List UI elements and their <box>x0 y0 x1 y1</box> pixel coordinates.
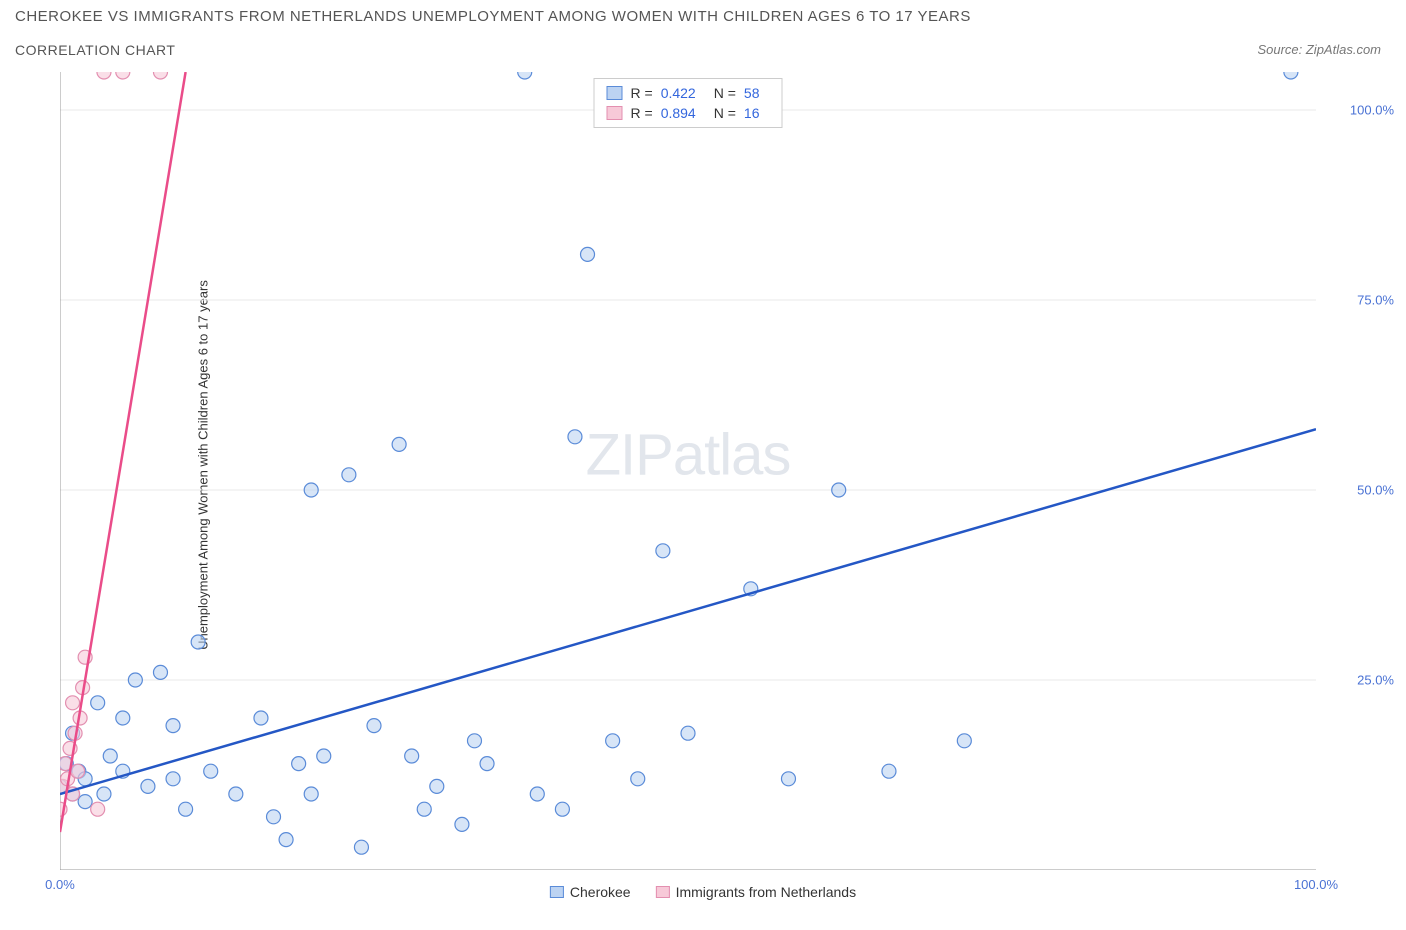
series-swatch-icon <box>607 86 623 100</box>
legend-stats: R = 0.422 N = 58 R = 0.894 N = 16 <box>594 78 783 128</box>
y-tick-label: 50.0% <box>1357 483 1394 498</box>
stat-value: 0.894 <box>661 105 696 121</box>
stat-value: 0.422 <box>661 85 696 101</box>
stat-label: N = <box>714 105 736 121</box>
stat-label: R = <box>631 85 653 101</box>
scatter-plot <box>60 72 1316 870</box>
stat-label: N = <box>714 85 736 101</box>
legend-row: R = 0.894 N = 16 <box>607 105 770 121</box>
legend-label: Immigrants from Netherlands <box>676 884 857 900</box>
legend-bottom: Cherokee Immigrants from Netherlands <box>550 884 856 900</box>
x-tick-label: 0.0% <box>45 877 75 892</box>
legend-item: Cherokee <box>550 884 631 900</box>
chart-subtitle: CORRELATION CHART <box>15 42 175 58</box>
chart-title: CHEROKEE VS IMMIGRANTS FROM NETHERLANDS … <box>15 8 971 25</box>
x-tick-label: 100.0% <box>1294 877 1338 892</box>
series-swatch-icon <box>607 106 623 120</box>
y-tick-label: 75.0% <box>1357 293 1394 308</box>
stat-label: R = <box>631 105 653 121</box>
stat-value: 58 <box>744 85 760 101</box>
source-label: Source: ZipAtlas.com <box>1257 42 1381 57</box>
chart-area: ZIPatlas R = 0.422 N = 58 R = 0.894 N = … <box>60 72 1316 870</box>
y-tick-label: 25.0% <box>1357 673 1394 688</box>
legend-item: Immigrants from Netherlands <box>656 884 857 900</box>
series-swatch-icon <box>550 886 564 898</box>
stat-value: 16 <box>744 105 760 121</box>
legend-row: R = 0.422 N = 58 <box>607 85 770 101</box>
legend-label: Cherokee <box>570 884 631 900</box>
series-swatch-icon <box>656 886 670 898</box>
y-tick-label: 100.0% <box>1350 103 1394 118</box>
